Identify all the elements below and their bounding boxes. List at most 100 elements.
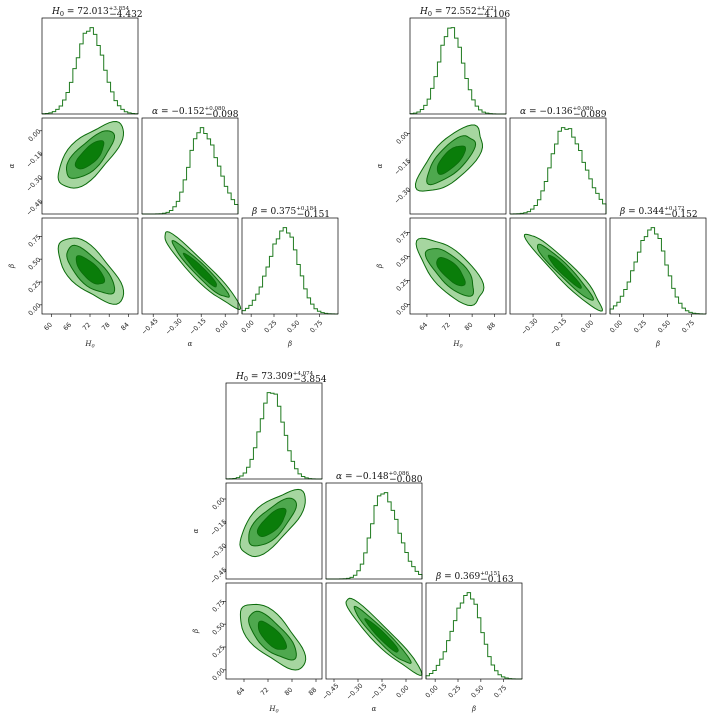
xaxis-beta-ticklabel: 0.00 <box>608 319 624 335</box>
xaxis-alpha-ticklabel: −0.30 <box>520 317 540 337</box>
title-alpha: α = −0.152+0.080 <box>152 106 226 117</box>
panel-frame <box>609 217 707 315</box>
xaxis-H0-ticklabel: 60 <box>42 321 54 333</box>
yaxis-beta-ticklabel: 0.50 <box>395 253 411 269</box>
xlabel-alpha: α <box>556 340 561 348</box>
ylabel-beta: β <box>376 264 384 269</box>
title-beta: β = 0.344+0.172 <box>619 206 685 217</box>
title-alpha-minus: −0.098 <box>205 110 239 120</box>
histogram-beta <box>241 227 339 315</box>
histogram-alpha <box>141 127 239 215</box>
panel-frame <box>225 382 323 480</box>
panel-frame <box>509 217 607 315</box>
ylabel-alpha: α <box>192 528 200 533</box>
xaxis-beta-ticklabel: 0.50 <box>285 319 301 335</box>
panel-frame <box>41 17 139 115</box>
xaxis-alpha-ticklabel: −0.15 <box>188 317 208 337</box>
histogram-H0 <box>41 27 139 115</box>
xaxis-alpha-ticklabel: 0.00 <box>579 319 595 335</box>
xaxis-H0-ticklabel: 64 <box>235 686 247 698</box>
xaxis-alpha-ticklabel: −0.15 <box>369 682 389 702</box>
corner-plot-3: H0 = 73.309+4.074−3.854−0.45−0.30−0.150.… <box>192 371 523 714</box>
xaxis-H0-ticklabel: 64 <box>418 321 430 333</box>
yaxis-alpha-ticklabel: −0.15 <box>209 518 229 538</box>
xaxis-H0-ticklabel: 72 <box>440 321 452 333</box>
panel-frame <box>325 482 423 580</box>
yaxis-beta-ticklabel: 0.25 <box>27 279 43 295</box>
panel-frame <box>425 582 523 680</box>
yaxis-beta-ticklabel: 0.75 <box>211 598 227 614</box>
yaxis-beta-ticklabel: 0.00 <box>211 666 227 682</box>
title-H0: H0 = 73.309+4.074 <box>235 371 314 383</box>
xaxis-H0-ticklabel: 72 <box>81 321 93 333</box>
xlabel-beta: β <box>655 340 660 348</box>
xaxis-alpha-ticklabel: 0.00 <box>395 684 411 700</box>
xaxis-H0-ticklabel: 80 <box>463 321 475 333</box>
xaxis-beta-ticklabel: 0.00 <box>424 684 440 700</box>
yaxis-alpha-ticklabel: −0.45 <box>25 198 45 218</box>
xaxis-H0-ticklabel: 72 <box>259 686 271 698</box>
yaxis-beta-ticklabel: 0.50 <box>27 256 43 272</box>
panel-frame <box>225 582 323 680</box>
xaxis-beta-ticklabel: 0.50 <box>656 319 672 335</box>
title-H0: H0 = 72.552+4.221 <box>419 6 497 18</box>
yaxis-beta-ticklabel: 0.50 <box>211 621 227 637</box>
xaxis-alpha-ticklabel: −0.15 <box>549 317 569 337</box>
yaxis-alpha-ticklabel: 0.00 <box>211 496 227 512</box>
panel-frame <box>509 117 607 215</box>
yaxis-beta-ticklabel: 0.25 <box>211 644 227 660</box>
xaxis-alpha-ticklabel: −0.30 <box>345 682 365 702</box>
title-alpha-minus: −0.089 <box>573 110 607 120</box>
yaxis-beta-ticklabel: 0.75 <box>27 233 43 249</box>
histogram-alpha <box>509 127 607 215</box>
contour-H0-alpha-inner <box>74 140 105 170</box>
ylabel-beta: β <box>8 264 16 269</box>
xaxis-H0-ticklabel: 88 <box>307 686 319 698</box>
contour-H0-beta-inner <box>257 620 288 650</box>
xaxis-alpha-ticklabel: 0.00 <box>214 319 230 335</box>
xaxis-beta-ticklabel: 0.75 <box>308 319 324 335</box>
xaxis-beta-ticklabel: 0.25 <box>447 684 463 700</box>
yaxis-alpha-ticklabel: −0.15 <box>25 150 45 170</box>
panel-frame <box>409 17 507 115</box>
contour-alpha-beta-inner <box>364 618 399 653</box>
panel-frame <box>325 582 423 680</box>
panel-frame <box>409 217 507 315</box>
title-H0-minus: −4.432 <box>109 10 142 20</box>
panel-frame <box>141 117 239 215</box>
xlabel-beta: β <box>471 705 476 713</box>
panel-frame <box>225 482 323 580</box>
xlabel-alpha: α <box>372 705 377 713</box>
title-H0: H0 = 72.013+3.854 <box>51 6 130 18</box>
yaxis-alpha-ticklabel: −0.30 <box>393 186 413 206</box>
xlabel-H0: H0 <box>268 705 279 714</box>
title-beta-minus: −0.152 <box>664 210 697 220</box>
contour-H0-beta-inner <box>75 255 106 285</box>
xaxis-H0-ticklabel: 88 <box>486 321 498 333</box>
yaxis-beta-ticklabel: 0.75 <box>395 229 411 245</box>
panel-frame <box>141 217 239 315</box>
yaxis-beta-ticklabel: 0.00 <box>27 301 43 317</box>
yaxis-alpha-ticklabel: −0.45 <box>209 566 229 586</box>
histogram-H0 <box>225 392 323 480</box>
panel-frame <box>241 217 339 315</box>
ylabel-beta: β <box>192 629 200 634</box>
contour-H0-beta-inner <box>436 256 466 287</box>
title-beta: β = 0.369+0.151 <box>435 571 501 582</box>
ylabel-alpha: α <box>8 163 16 168</box>
corner-plot-2: H0 = 72.552+4.221−4.106 −0.30 −0.15 0.00 α α … <box>376 6 707 350</box>
corner-plot-1: H0 = 72.013+3.854−4.432−0.45−0.30−0.150.… <box>8 6 339 350</box>
xaxis-beta-ticklabel: 0.25 <box>632 319 648 335</box>
xlabel-H0: H0 <box>452 340 463 350</box>
yaxis-alpha-ticklabel: 0.00 <box>27 127 43 143</box>
xaxis-beta-ticklabel: 0.00 <box>240 319 256 335</box>
yaxis-alpha-ticklabel: −0.15 <box>393 157 413 177</box>
yaxis-beta-ticklabel: 0.25 <box>395 277 411 293</box>
title-beta: β = 0.375+0.184 <box>251 206 317 217</box>
contour-H0-alpha-inner <box>436 145 467 175</box>
xaxis-H0-ticklabel: 84 <box>119 321 131 333</box>
panel-frame <box>409 117 507 215</box>
yaxis-beta-ticklabel: 0.00 <box>395 301 411 317</box>
xaxis-beta-ticklabel: 0.25 <box>263 319 279 335</box>
